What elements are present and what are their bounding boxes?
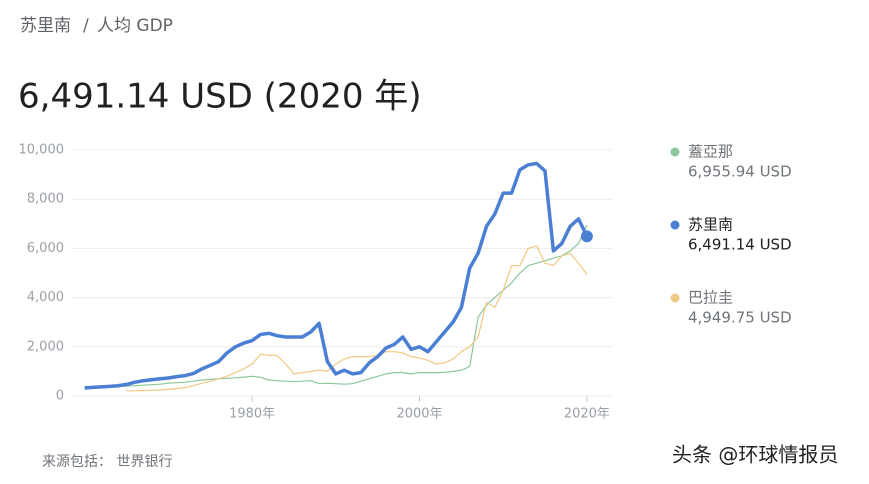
watermark: 头条 @环球情报员 (672, 443, 838, 467)
legend-dot (670, 220, 680, 230)
x-tick-label: 2000年 (396, 407, 442, 422)
legend-name: 蓋亞那 (688, 143, 733, 161)
series-line (126, 245, 588, 392)
breadcrumb-sep: / (83, 16, 89, 36)
legend-dot (670, 147, 680, 157)
x-tick-label: 2020年 (564, 407, 610, 422)
series-line (84, 161, 589, 390)
legend-dot (670, 293, 680, 303)
breadcrumb-metric: 人均 GDP (97, 16, 173, 36)
x-tick-label: 1980年 (229, 407, 275, 422)
y-tick-label: 6,000 (27, 241, 64, 256)
legend-value: 4,949.75 USD (688, 309, 792, 327)
y-tick-label: 10,000 (19, 143, 65, 158)
legend-name: 巴拉圭 (688, 289, 733, 307)
headline: 6,491.14 USD (2020 年) (18, 77, 422, 117)
legend-value: 6,955.94 USD (688, 163, 792, 181)
legend-name: 苏里南 (688, 216, 733, 234)
y-tick-label: 2,000 (27, 339, 64, 354)
y-tick-label: 0 (56, 389, 64, 404)
y-tick-label: 8,000 (27, 192, 64, 207)
source: 来源包括： 世界银行 (42, 454, 172, 470)
y-tick-label: 4,000 (27, 290, 64, 305)
legend-value: 6,491.14 USD (688, 236, 792, 254)
breadcrumb-country: 苏里南 (20, 16, 71, 36)
endpoint-dot (580, 230, 593, 243)
